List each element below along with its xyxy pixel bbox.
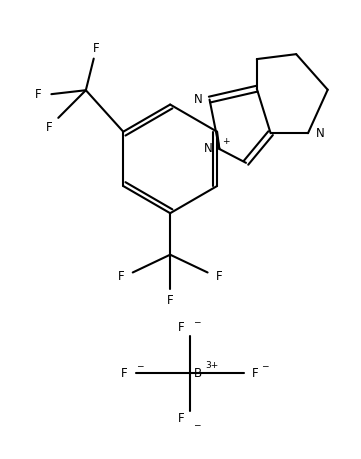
Text: F: F bbox=[178, 321, 185, 334]
Text: −: − bbox=[136, 361, 143, 370]
Text: F: F bbox=[118, 270, 124, 283]
Text: F: F bbox=[35, 88, 42, 101]
Text: −: − bbox=[261, 361, 268, 370]
Text: F: F bbox=[216, 270, 223, 283]
Text: F: F bbox=[178, 412, 185, 425]
Text: N: N bbox=[194, 93, 203, 106]
Text: F: F bbox=[121, 367, 128, 380]
Text: 3+: 3+ bbox=[206, 361, 219, 370]
Text: N: N bbox=[316, 127, 325, 140]
Text: B: B bbox=[194, 367, 202, 380]
Text: F: F bbox=[167, 294, 174, 307]
Text: F: F bbox=[252, 367, 258, 380]
Text: −: − bbox=[193, 317, 200, 326]
Text: F: F bbox=[46, 121, 53, 134]
Text: N: N bbox=[204, 142, 213, 156]
Text: F: F bbox=[92, 42, 99, 55]
Text: +: + bbox=[222, 137, 230, 146]
Text: −: − bbox=[193, 420, 200, 429]
